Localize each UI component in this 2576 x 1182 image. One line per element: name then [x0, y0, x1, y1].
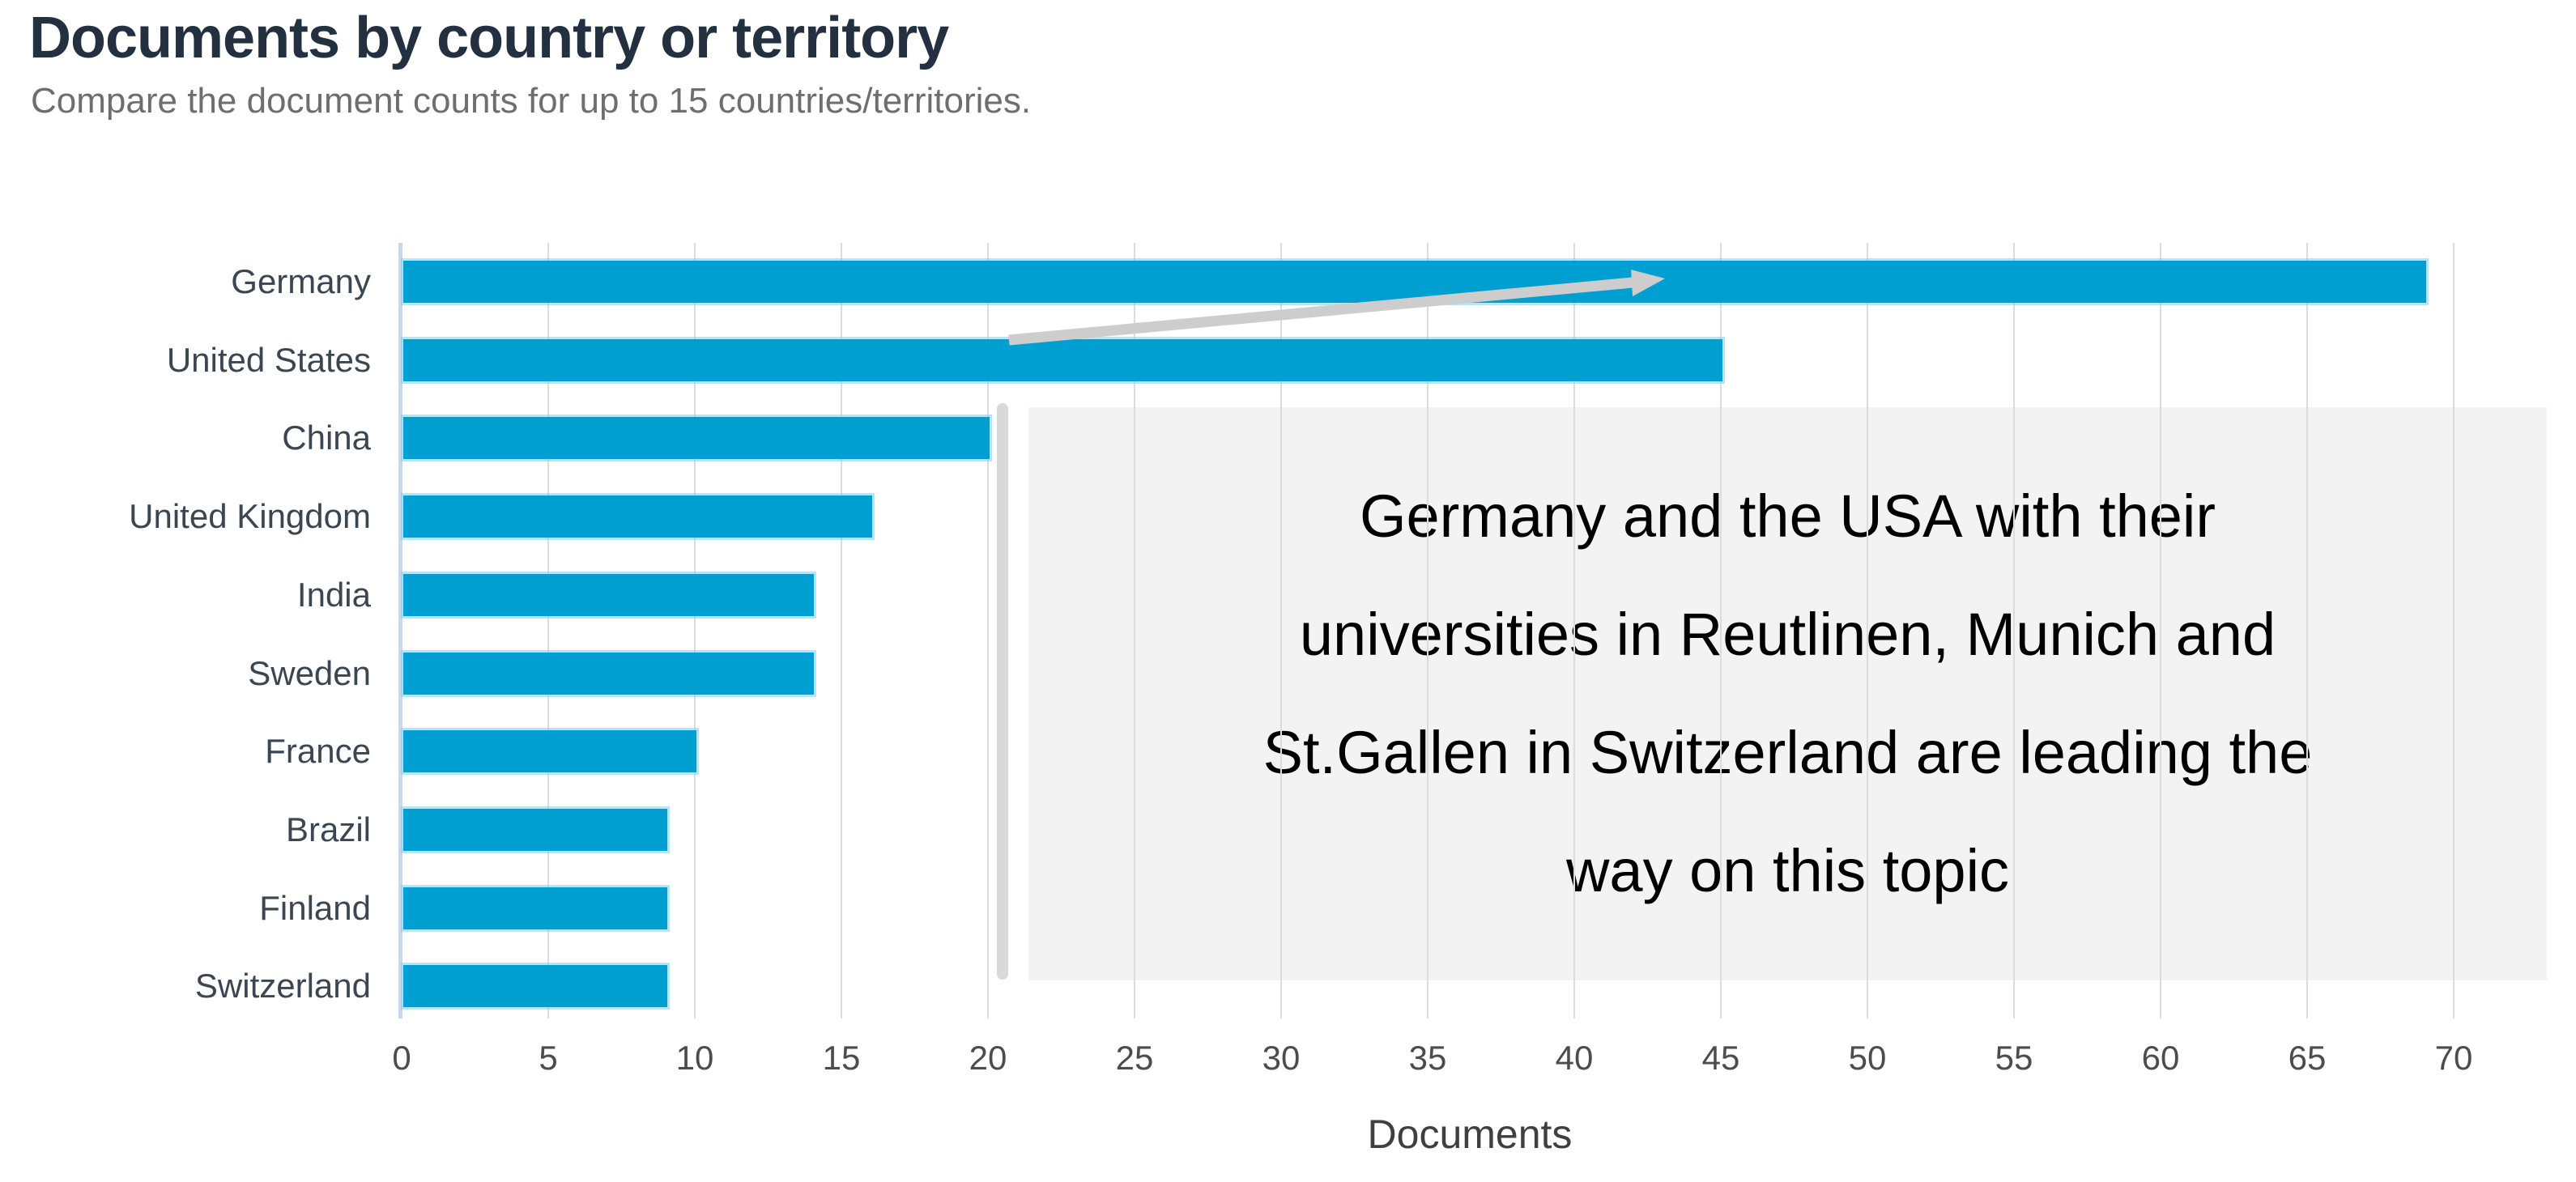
gridline-5 — [547, 243, 549, 1018]
category-label-united-states: United States — [166, 340, 371, 379]
category-label-germany: Germany — [231, 262, 371, 300]
x-tick-label-60: 60 — [2141, 1039, 2180, 1077]
category-label-sweden: Sweden — [248, 653, 371, 692]
gridline-45 — [1720, 243, 1722, 1018]
bar-france[interactable] — [403, 730, 696, 773]
x-tick-label-25: 25 — [1115, 1039, 1154, 1077]
gridline-40 — [1573, 243, 1575, 1018]
gridline-20 — [987, 243, 989, 1018]
x-tick-label-50: 50 — [1848, 1039, 1887, 1077]
x-tick-label-55: 55 — [1995, 1039, 2033, 1077]
bar-finland[interactable] — [403, 886, 667, 929]
bar-united-kingdom[interactable] — [403, 495, 873, 538]
bar-china[interactable] — [403, 417, 990, 460]
gridline-25 — [1134, 243, 1135, 1018]
gridline-15 — [841, 243, 842, 1018]
gridline-30 — [1280, 243, 1282, 1018]
bar-sweden[interactable] — [403, 652, 814, 695]
annotation-vertical-bar — [997, 403, 1008, 980]
gridline-70 — [2453, 243, 2455, 1018]
x-tick-label-5: 5 — [539, 1039, 558, 1077]
gridline-50 — [1867, 243, 1868, 1018]
page-subtitle: Compare the document counts for up to 15… — [31, 81, 1032, 121]
annotation-textbox: Germany and the USA with their universiti… — [1028, 407, 2547, 980]
bar-switzerland[interactable] — [403, 965, 667, 1008]
bar-united-states[interactable] — [403, 338, 1722, 381]
x-tick-label-20: 20 — [969, 1039, 1007, 1077]
page-title: Documents by country or territory — [29, 6, 949, 70]
x-tick-label-30: 30 — [1262, 1039, 1301, 1077]
category-label-china: China — [282, 419, 371, 457]
x-tick-label-45: 45 — [1701, 1039, 1740, 1077]
category-label-finland: Finland — [259, 888, 371, 927]
gridline-55 — [2013, 243, 2015, 1018]
category-label-brazil: Brazil — [285, 810, 371, 848]
bar-germany[interactable] — [403, 261, 2426, 303]
x-tick-label-10: 10 — [675, 1039, 714, 1077]
gridline-65 — [2306, 243, 2308, 1018]
annotation-text-line-1: Germany and the USA with their — [1359, 483, 2216, 550]
x-tick-label-40: 40 — [1555, 1039, 1594, 1077]
category-label-switzerland: Switzerland — [194, 967, 371, 1006]
category-label-united-kingdom: United Kingdom — [129, 497, 371, 536]
bar-india[interactable] — [403, 573, 814, 616]
gridline-10 — [694, 243, 696, 1018]
x-tick-label-70: 70 — [2434, 1039, 2473, 1077]
x-tick-label-15: 15 — [822, 1039, 861, 1077]
category-label-france: France — [265, 732, 371, 771]
annotation-text-line-2: universities in Reutlinen, Munich and — [1299, 601, 2276, 668]
annotation-text-line-4: way on this topic — [1565, 837, 2010, 904]
gridline-60 — [2160, 243, 2161, 1018]
x-tick-label-35: 35 — [1408, 1039, 1447, 1077]
bar-brazil[interactable] — [403, 808, 667, 851]
category-label-india: India — [296, 575, 371, 614]
gridline-35 — [1427, 243, 1429, 1018]
x-tick-label-0: 0 — [392, 1039, 411, 1077]
y-axis-line — [398, 243, 402, 1018]
x-tick-label-65: 65 — [2288, 1039, 2327, 1077]
annotation-text-line-3: St.Gallen in Switzerland are leading the — [1262, 719, 2313, 786]
x-axis-title: Documents — [1367, 1112, 1573, 1157]
